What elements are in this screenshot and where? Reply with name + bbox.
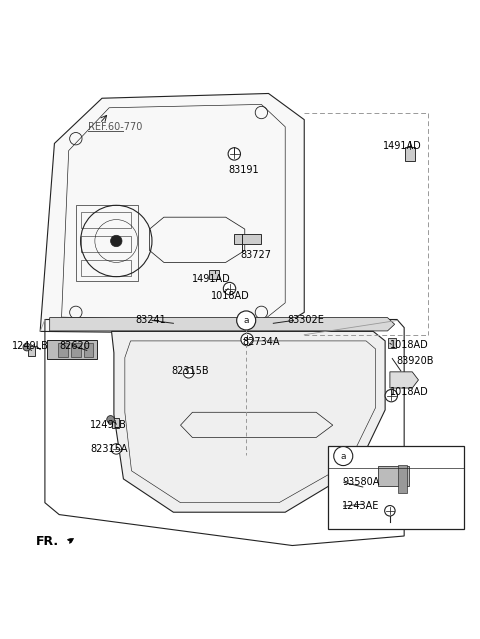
Circle shape xyxy=(23,343,31,351)
Bar xyxy=(209,270,219,279)
Polygon shape xyxy=(49,318,395,331)
Circle shape xyxy=(241,334,253,346)
Text: 83302E: 83302E xyxy=(288,316,324,325)
Text: 1249LB: 1249LB xyxy=(12,341,48,351)
Text: 82315B: 82315B xyxy=(171,366,209,376)
Text: REF.60-770: REF.60-770 xyxy=(88,122,142,132)
Bar xyxy=(328,445,464,529)
Text: 93580A: 93580A xyxy=(342,477,380,487)
Text: 1249LB: 1249LB xyxy=(90,420,127,430)
Bar xyxy=(28,346,36,356)
Text: a: a xyxy=(340,452,346,461)
Text: 83241: 83241 xyxy=(135,316,166,325)
Text: FR.: FR. xyxy=(36,535,59,548)
Bar xyxy=(81,212,131,228)
Text: 82734A: 82734A xyxy=(242,337,280,348)
Text: 83727: 83727 xyxy=(240,250,271,260)
Text: 1491AD: 1491AD xyxy=(192,274,231,284)
Circle shape xyxy=(334,447,353,466)
Bar xyxy=(111,418,119,429)
Circle shape xyxy=(183,367,194,378)
Bar xyxy=(48,341,97,358)
Polygon shape xyxy=(390,372,419,388)
Bar xyxy=(378,466,409,486)
Bar xyxy=(81,236,131,252)
Bar xyxy=(81,260,131,275)
Circle shape xyxy=(223,282,236,295)
Text: a: a xyxy=(243,316,249,325)
Bar xyxy=(58,343,68,357)
Text: 83191: 83191 xyxy=(228,165,259,174)
Bar xyxy=(71,343,81,357)
Circle shape xyxy=(111,443,121,454)
Text: 82315A: 82315A xyxy=(90,444,128,454)
Bar xyxy=(405,147,415,160)
Circle shape xyxy=(385,389,397,402)
Text: 82620: 82620 xyxy=(59,341,90,351)
Bar xyxy=(398,465,407,493)
Circle shape xyxy=(384,505,395,516)
Circle shape xyxy=(228,148,240,160)
Bar xyxy=(84,343,94,357)
Text: 1018AD: 1018AD xyxy=(212,291,250,301)
Text: 83920B: 83920B xyxy=(396,356,433,366)
Text: 1243AE: 1243AE xyxy=(342,501,380,511)
Polygon shape xyxy=(40,93,304,334)
Text: 1018AD: 1018AD xyxy=(390,340,429,350)
Circle shape xyxy=(107,415,114,423)
Bar xyxy=(234,234,262,244)
Text: 1018AD: 1018AD xyxy=(390,387,429,397)
Bar xyxy=(387,337,396,348)
Circle shape xyxy=(237,311,256,330)
Polygon shape xyxy=(111,332,385,512)
Circle shape xyxy=(110,235,122,247)
Text: 1491AD: 1491AD xyxy=(383,141,421,151)
Bar xyxy=(76,205,138,281)
